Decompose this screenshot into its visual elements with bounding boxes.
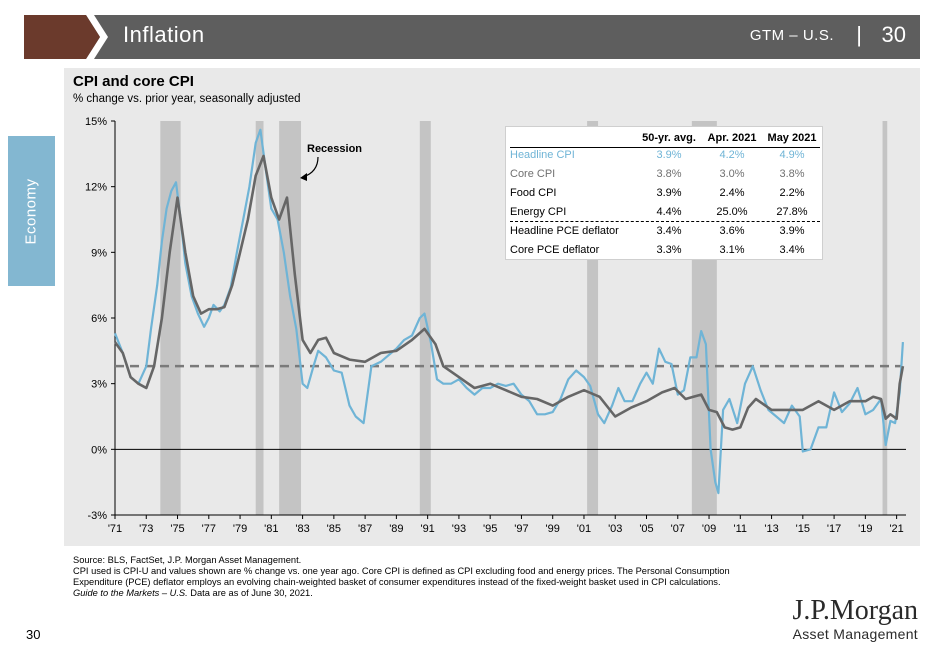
- table-cell: 3.3%: [656, 244, 682, 256]
- x-tick-label: '07: [671, 523, 685, 535]
- footer-source: Source: BLS, FactSet, J.P. Morgan Asset …: [73, 555, 302, 565]
- table-divider: [510, 221, 820, 222]
- table-cell: 4.4%: [656, 206, 682, 218]
- table-cell: 3.9%: [656, 149, 682, 161]
- table-row: Core CPI 3.8% 3.0% 3.8%: [506, 165, 822, 184]
- recession-arrow: [302, 156, 319, 178]
- table-cell: 3.9%: [656, 187, 682, 199]
- table-cell: 4.2%: [719, 149, 745, 161]
- page-number: 30: [26, 627, 41, 642]
- table-cell: 3.1%: [719, 244, 745, 256]
- x-tick-label: '83: [295, 523, 309, 535]
- y-tick-label: 9%: [91, 247, 107, 259]
- core-cpi-line: [113, 154, 905, 431]
- table-header-may: May 2021: [767, 132, 817, 144]
- table-cell: 3.8%: [779, 168, 805, 180]
- x-tick-label: '79: [233, 523, 247, 535]
- header-page-number: 30: [881, 22, 906, 47]
- recession-band: [160, 121, 181, 515]
- y-tick-label: -3%: [87, 510, 107, 522]
- recession-band: [587, 121, 599, 515]
- table-row-label: Headline CPI: [510, 149, 575, 161]
- cpi-summary-table: 50-yr. avg. Apr. 2021 May 2021 Headline …: [505, 126, 823, 260]
- x-tick-label: '85: [327, 523, 341, 535]
- table-cell: 2.4%: [719, 187, 745, 199]
- table-row-label: Energy CPI: [510, 206, 567, 218]
- x-tick-label: '09: [702, 523, 716, 535]
- x-tick-label: '77: [202, 523, 216, 535]
- table-row: Headline PCE deflator 3.4% 3.6% 3.9%: [506, 222, 822, 241]
- x-tick-label: '17: [827, 523, 841, 535]
- recession-arrowhead-icon: [300, 173, 307, 181]
- recession-band: [279, 121, 302, 515]
- footer-notes: Source: BLS, FactSet, J.P. Morgan Asset …: [73, 555, 753, 599]
- y-tick-label: 3%: [91, 379, 107, 391]
- table-row-label: Food CPI: [510, 187, 557, 199]
- footer-gtm: Guide to the Markets – U.S.: [73, 588, 188, 598]
- x-tick-label: '05: [639, 523, 653, 535]
- y-tick-label: 15%: [85, 116, 107, 128]
- table-header-row: 50-yr. avg. Apr. 2021 May 2021: [506, 129, 822, 148]
- table-header-apr: Apr. 2021: [707, 132, 757, 144]
- chart-subtitle: % change vs. prior year, seasonally adju…: [73, 93, 301, 105]
- x-tick-label: '81: [264, 523, 278, 535]
- x-tick-label: '03: [608, 523, 622, 535]
- chart-title: CPI and core CPI: [73, 73, 194, 90]
- table-cell: 27.8%: [776, 206, 808, 218]
- table-cell: 3.4%: [779, 244, 805, 256]
- x-tick-label: '87: [358, 523, 372, 535]
- table-cell: 3.6%: [719, 225, 745, 237]
- x-tick-label: '13: [764, 523, 778, 535]
- table-cell: 2.2%: [779, 187, 805, 199]
- x-tick-label: '11: [734, 523, 748, 535]
- recession-band: [882, 121, 888, 515]
- y-tick-label: 0%: [91, 444, 107, 456]
- table-cell: 3.8%: [656, 168, 682, 180]
- table-cell: 3.4%: [656, 225, 682, 237]
- header-bar: [84, 15, 920, 59]
- footer-asof-line: Guide to the Markets – U.S. Data are as …: [73, 588, 753, 599]
- x-tick-label: '89: [389, 523, 403, 535]
- x-tick-label: '99: [546, 523, 560, 535]
- x-tick-label: '21: [889, 523, 903, 535]
- x-tick-label: '73: [139, 523, 153, 535]
- table-header-avg: 50-yr. avg.: [642, 132, 696, 144]
- table-row-label: Core CPI: [510, 168, 556, 180]
- recession-band: [255, 121, 264, 515]
- footer-note: CPI used is CPI-U and values shown are %…: [73, 566, 730, 587]
- header-chevron-icon: [24, 15, 108, 59]
- side-tab: [8, 136, 55, 286]
- x-tick-label: '71: [108, 523, 122, 535]
- y-tick-label: 12%: [85, 182, 107, 194]
- recession-label: Recession: [307, 143, 362, 155]
- header-separator: |: [856, 22, 862, 47]
- table-header-rule: [510, 147, 820, 148]
- jpmorgan-logo: J.P.Morgan Asset Management: [792, 595, 918, 643]
- x-tick-label: '95: [483, 523, 497, 535]
- x-tick-label: '01: [577, 523, 591, 535]
- table-row-label: Headline PCE deflator: [510, 225, 619, 237]
- x-tick-label: '91: [420, 523, 434, 535]
- x-tick-label: '15: [796, 523, 810, 535]
- table-row-label: Core PCE deflator: [510, 244, 600, 256]
- table-row: Energy CPI 4.4% 25.0% 27.8%: [506, 203, 822, 222]
- table-cell: 3.0%: [719, 168, 745, 180]
- table-cell: 4.9%: [779, 149, 805, 161]
- table-row: Headline CPI 3.9% 4.2% 4.9%: [506, 146, 822, 165]
- x-tick-label: '19: [858, 523, 872, 535]
- header-title: Inflation: [123, 22, 205, 47]
- x-tick-label: '93: [452, 523, 466, 535]
- logo-main: J.P.Morgan: [792, 595, 918, 626]
- x-tick-label: '75: [170, 523, 184, 535]
- table-row: Core PCE deflator 3.3% 3.1% 3.4%: [506, 241, 822, 260]
- table-cell: 25.0%: [716, 206, 748, 218]
- footer-asof: Data are as of June 30, 2021.: [187, 588, 313, 598]
- table-cell: 3.9%: [779, 225, 805, 237]
- header-gtm-label: GTM – U.S.: [749, 27, 834, 44]
- table-row: Food CPI 3.9% 2.4% 2.2%: [506, 184, 822, 203]
- y-tick-label: 6%: [91, 313, 107, 325]
- x-tick-label: '97: [514, 523, 528, 535]
- logo-sub: Asset Management: [792, 626, 918, 642]
